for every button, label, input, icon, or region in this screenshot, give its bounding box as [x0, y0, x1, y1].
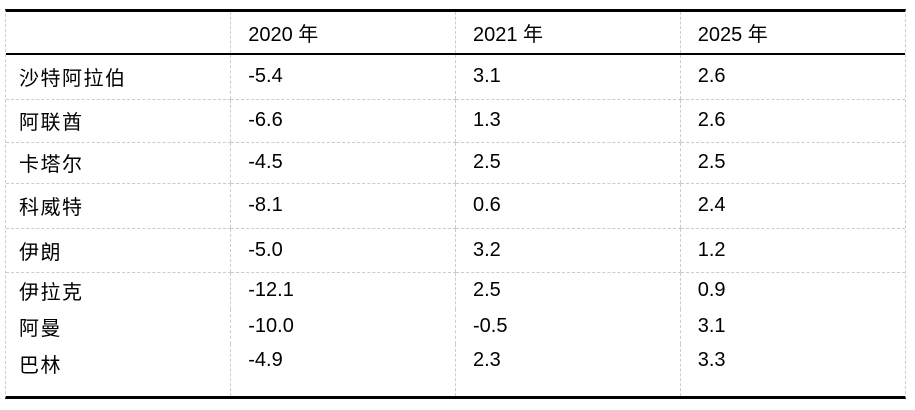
row-label: 阿联酋	[6, 99, 231, 143]
cell-value: -5.4	[230, 54, 456, 100]
table-row: 卡塔尔 -4.5 2.5 2.5	[6, 142, 905, 184]
row-label: 阿曼	[19, 318, 62, 340]
cell-value: 1.2	[679, 228, 905, 273]
cell-value: -8.1	[230, 183, 456, 229]
cell-value: 2.3	[455, 344, 681, 396]
table-row: 科威特 -8.1 0.6 2.4	[6, 183, 905, 229]
table-row: 阿联酋 -6.6 1.3 2.6	[6, 99, 905, 143]
cell-value: -4.5	[230, 142, 456, 184]
row-label: 巴林	[19, 355, 62, 377]
cell-value: 2.6	[679, 99, 905, 143]
row-label: 伊拉克	[19, 282, 84, 305]
row-label: 伊朗	[6, 228, 231, 273]
cell-value: -5.0	[230, 228, 456, 273]
table-row: 巴林 -4.9 2.3 3.3	[6, 344, 905, 396]
cell-value: 3.1	[455, 54, 681, 100]
cell-value: 2.5	[455, 272, 681, 309]
row-label: 沙特阿拉伯	[6, 54, 231, 100]
cell-value: 2.6	[679, 54, 905, 100]
table-row: 阿曼 -10.0 -0.5 3.1	[6, 309, 905, 344]
cell-value: 0.6	[455, 183, 681, 229]
cell-value: 1.3	[455, 99, 681, 143]
table-row: 沙特阿拉伯 -5.4 3.1 2.6	[6, 54, 905, 100]
table-row: 伊朗 -5.0 3.2 1.2	[6, 228, 905, 273]
cell-value: -4.9	[230, 344, 456, 396]
col-header-country	[6, 12, 231, 55]
row-label: 科威特	[6, 183, 231, 229]
cell-value: 0.9	[679, 272, 905, 309]
cell-value: -12.1	[230, 272, 456, 309]
cell-value: 2.5	[679, 142, 905, 184]
cell-value: -6.6	[230, 99, 456, 143]
col-header-2020: 2020 年	[230, 12, 456, 55]
col-header-2021: 2021 年	[455, 12, 681, 55]
growth-data-table: 2020 年 2021 年 2025 年 沙特阿拉伯 -5.4 3.1 2.6 …	[6, 12, 905, 396]
table-row: 伊拉克 -12.1 2.5 0.9	[6, 272, 905, 309]
col-header-2025: 2025 年	[679, 12, 905, 55]
cell-value: 2.5	[455, 142, 681, 184]
cell-value: -10.0	[230, 309, 456, 344]
cell-value: 3.3	[679, 344, 905, 396]
data-table-frame: 2020 年 2021 年 2025 年 沙特阿拉伯 -5.4 3.1 2.6 …	[5, 9, 906, 399]
header-row: 2020 年 2021 年 2025 年	[6, 12, 905, 55]
cell-value: 2.4	[679, 183, 905, 229]
cell-value: -0.5	[455, 309, 681, 344]
row-label: 卡塔尔	[6, 142, 231, 184]
cell-value: 3.2	[455, 228, 681, 273]
cell-value: 3.1	[679, 309, 905, 344]
